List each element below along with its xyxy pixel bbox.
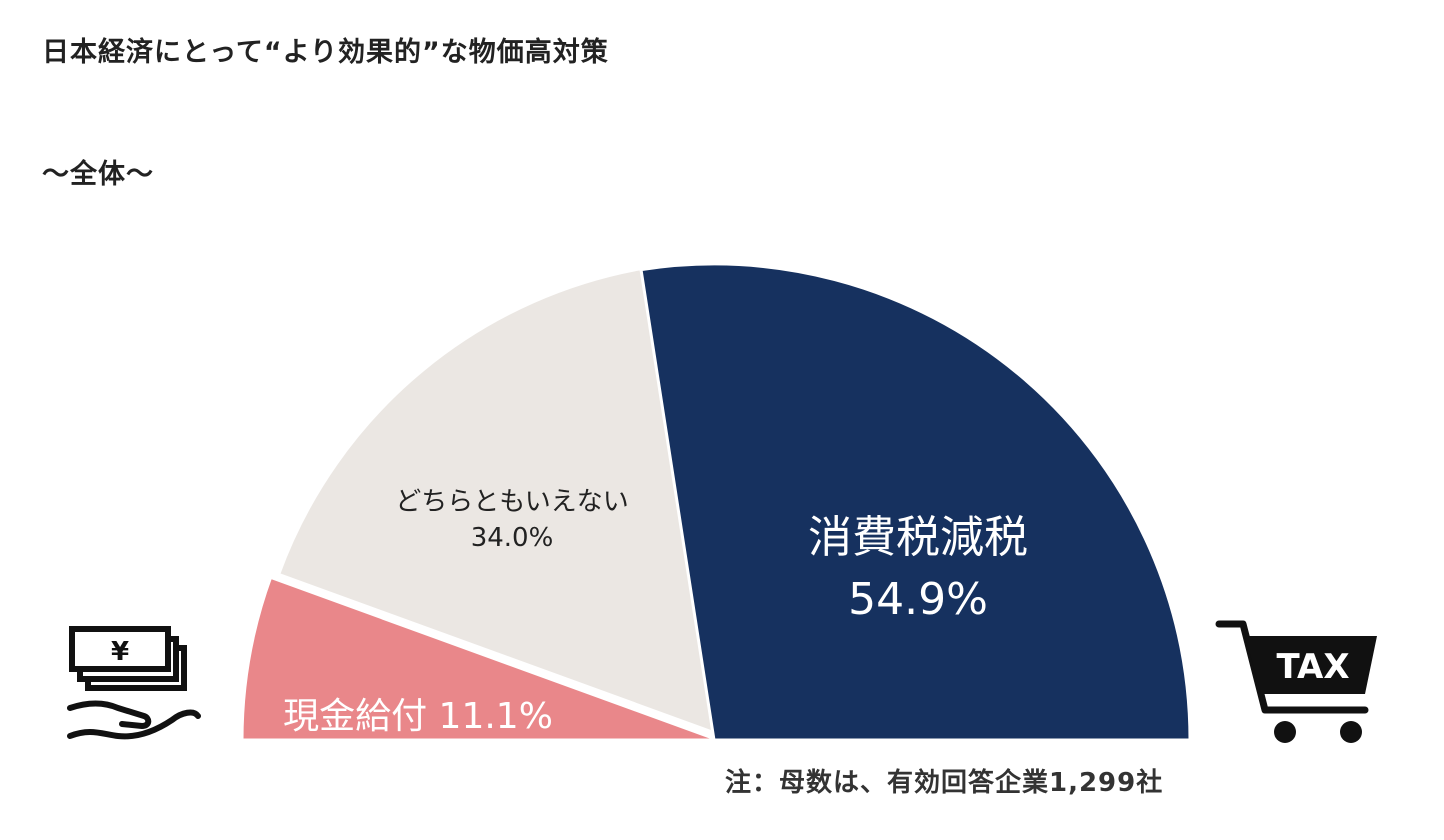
pie-slice-1 xyxy=(240,575,719,742)
slice-label-1: 現金給付 11.1% xyxy=(283,696,553,737)
slice-label-3: 消費税減税 xyxy=(808,512,1028,563)
slice-value-2: 34.0% xyxy=(471,523,554,553)
cash-in-hand-icon: ¥ xyxy=(67,626,201,740)
tax-text: TAX xyxy=(1276,647,1349,687)
yen-symbol: ¥ xyxy=(111,637,129,667)
slice-value-3: 54.9% xyxy=(848,574,988,625)
chart-title: 日本経済にとって“より効果的”な物価高対策 xyxy=(42,37,609,68)
slice-label-2: どちらともいえない xyxy=(395,487,628,517)
chart-note: 注：母数は、有効回答企業1,299社 xyxy=(725,768,1164,798)
tax-shopping-cart-icon: TAX xyxy=(1215,620,1377,743)
pie-slice-3 xyxy=(639,262,1192,742)
pie-slice-2 xyxy=(276,264,728,740)
chart-subtitle: 〜全体〜 xyxy=(42,159,154,190)
